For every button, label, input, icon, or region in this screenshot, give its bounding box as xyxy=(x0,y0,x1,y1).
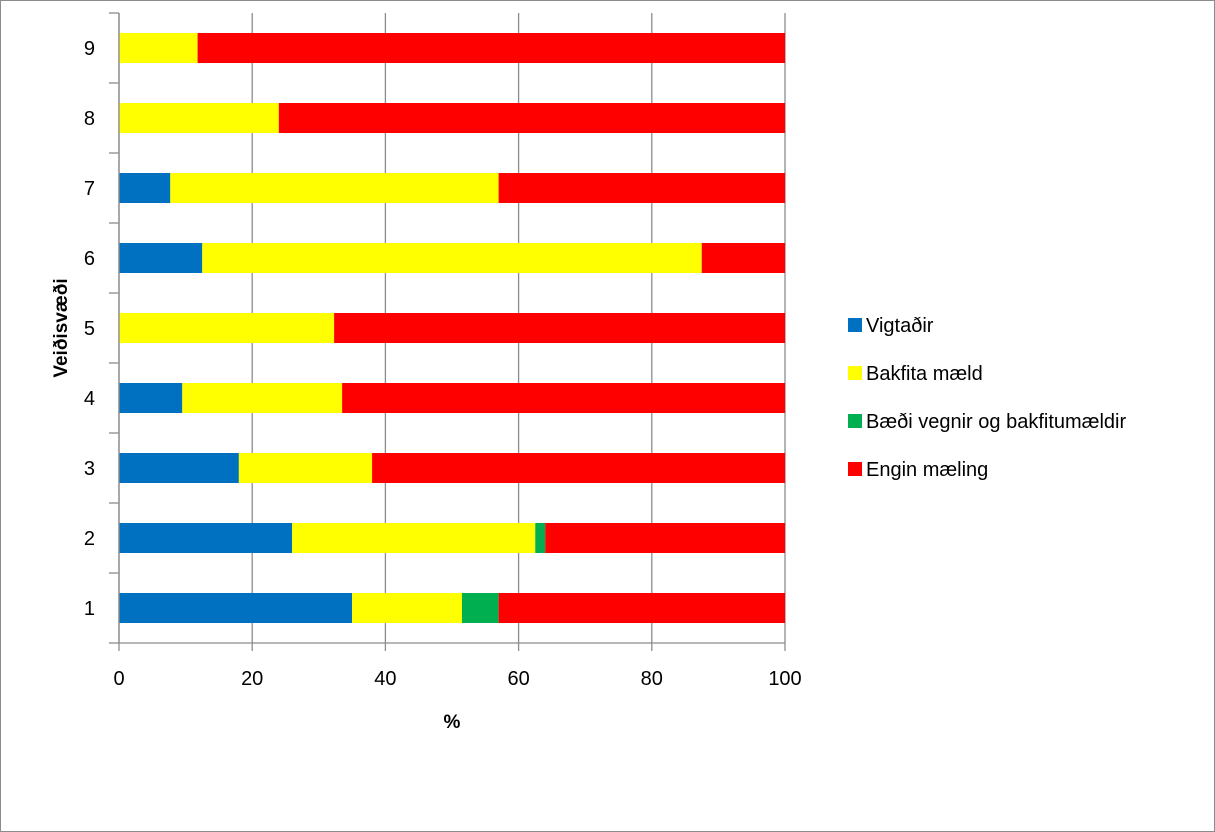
x-tick-label: 20 xyxy=(241,668,263,690)
bar-9-series-2 xyxy=(119,33,198,63)
bar-6-series-1 xyxy=(119,243,203,273)
bar-3-series-1 xyxy=(119,453,239,483)
y-tick-label: 1 xyxy=(84,598,95,620)
x-tick-label: 40 xyxy=(374,668,396,690)
bars xyxy=(119,33,785,623)
bar-4-series-1 xyxy=(119,383,183,413)
bar-3-series-4 xyxy=(372,453,785,483)
bar-8-series-4 xyxy=(278,103,785,133)
bar-4-series-2 xyxy=(182,383,343,413)
bar-1-series-3 xyxy=(461,593,499,623)
bar-7-series-2 xyxy=(170,173,499,203)
bar-4-series-4 xyxy=(342,383,785,413)
y-tick-label: 3 xyxy=(84,458,95,480)
legend-label-2: Bakfita mæld xyxy=(866,363,983,385)
legend-label-1: Vigtaðir xyxy=(866,315,934,337)
legend-swatch-2 xyxy=(848,366,862,380)
bar-1-series-4 xyxy=(498,593,785,623)
bar-9-series-4 xyxy=(197,33,785,63)
y-axis-title: Veiðisvæði xyxy=(51,278,72,377)
legend-swatch-4 xyxy=(848,462,862,476)
bar-7-series-1 xyxy=(119,173,171,203)
y-tick-label: 9 xyxy=(84,38,95,60)
legend: Vigtaðir Bakfita mæld Bæði vegnir og bakfi… xyxy=(848,315,1126,481)
bar-6-series-4 xyxy=(701,243,785,273)
bar-1-series-2 xyxy=(352,593,462,623)
bar-5-series-2 xyxy=(119,313,335,343)
legend-label-4: Engin mæling xyxy=(866,459,988,481)
y-tick-label: 5 xyxy=(84,318,95,340)
bar-2-series-1 xyxy=(119,523,293,553)
axes xyxy=(109,12,786,651)
y-tick-label: 7 xyxy=(84,178,95,200)
bar-5-series-4 xyxy=(334,313,785,343)
legend-swatch-3 xyxy=(848,414,862,428)
bar-2-series-2 xyxy=(292,523,536,553)
bar-2-series-4 xyxy=(545,523,785,553)
legend-swatch-1 xyxy=(848,318,862,332)
y-tick-label: 2 xyxy=(84,528,95,550)
x-tick-label: 0 xyxy=(113,668,124,690)
bar-1-series-1 xyxy=(119,593,353,623)
bar-8-series-2 xyxy=(119,103,279,133)
bar-6-series-2 xyxy=(202,243,702,273)
y-tick-label: 6 xyxy=(84,248,95,270)
x-tick-labels: 0 20 40 60 80 100 xyxy=(113,668,801,690)
x-tick-label: 80 xyxy=(641,668,663,690)
bar-2-series-3 xyxy=(535,523,546,553)
x-tick-label: 100 xyxy=(768,668,801,690)
y-tick-label: 4 xyxy=(84,388,95,410)
legend-label-3: Bæði vegnir og bakfitumældir xyxy=(866,411,1126,433)
bar-7-series-4 xyxy=(498,173,785,203)
bar-3-series-2 xyxy=(238,453,373,483)
y-tick-labels: 1 2 3 4 5 6 7 8 9 xyxy=(84,38,95,620)
x-axis-title: % xyxy=(444,712,461,733)
x-tick-label: 60 xyxy=(507,668,529,690)
y-tick-label: 8 xyxy=(84,108,95,130)
